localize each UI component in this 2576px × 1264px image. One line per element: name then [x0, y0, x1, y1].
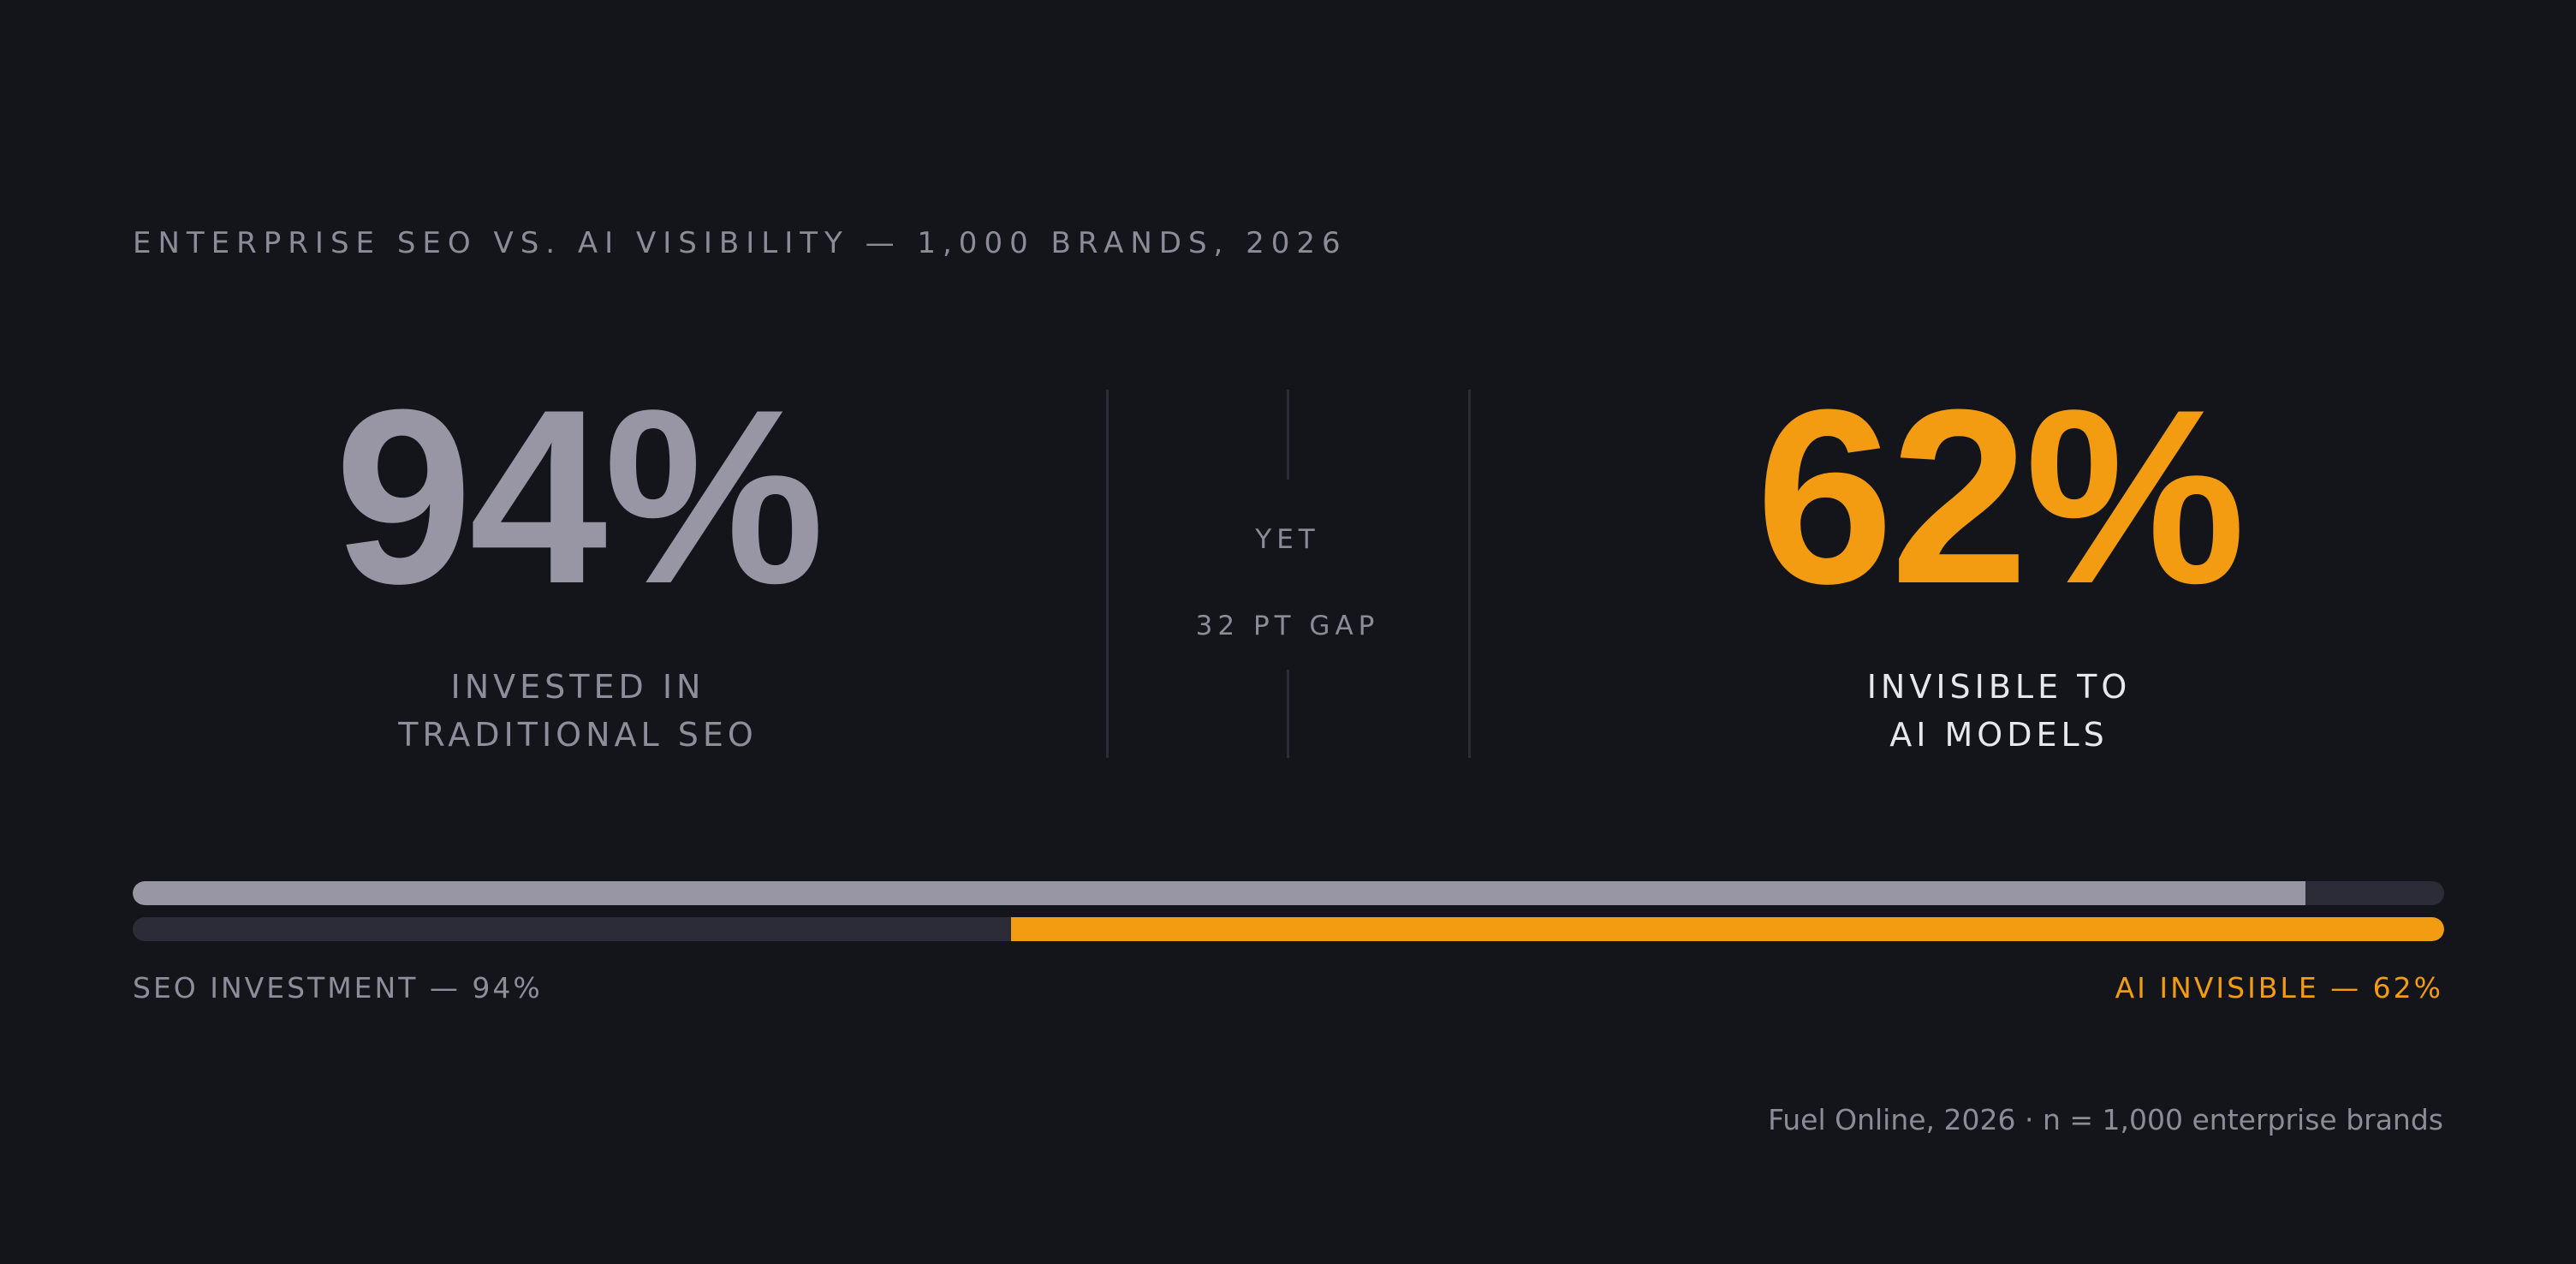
seo-caption-line-2: TRADITIONAL SEO	[398, 716, 758, 754]
ai-bar-fill	[1011, 917, 2444, 941]
ai-caption-line-1: INVISIBLE TO	[1866, 668, 2132, 706]
seo-investment-stat: 94%	[334, 358, 824, 635]
connector-line-bottom	[1287, 670, 1289, 758]
ai-bar-track	[133, 917, 2444, 941]
ai-invisible-stat: 62%	[1755, 358, 2246, 635]
divider-line-left	[1106, 390, 1109, 758]
divider-line-right	[1468, 390, 1471, 758]
ai-bar-label: AI INVISIBLE — 62%	[2115, 971, 2443, 1005]
gap-label: 32 PT GAP	[1195, 611, 1380, 641]
seo-investment-caption: INVESTED IN TRADITIONAL SEO	[317, 663, 839, 759]
seo-caption-line-1: INVESTED IN	[450, 668, 705, 706]
divider-word-yet: YET	[1255, 524, 1320, 555]
seo-bar-track	[133, 881, 2444, 905]
connector-line-top	[1287, 390, 1289, 480]
seo-bar-fill	[133, 881, 2305, 905]
ai-caption-line-2: AI MODELS	[1889, 716, 2109, 754]
seo-bar-label: SEO INVESTMENT — 94%	[133, 971, 543, 1005]
ai-invisible-caption: INVISIBLE TO AI MODELS	[1738, 663, 2260, 759]
chart-eyebrow-title: ENTERPRISE SEO VS. AI VISIBILITY — 1,000…	[133, 226, 1347, 260]
source-note: Fuel Online, 2026 · n = 1,000 enterprise…	[1768, 1103, 2443, 1136]
